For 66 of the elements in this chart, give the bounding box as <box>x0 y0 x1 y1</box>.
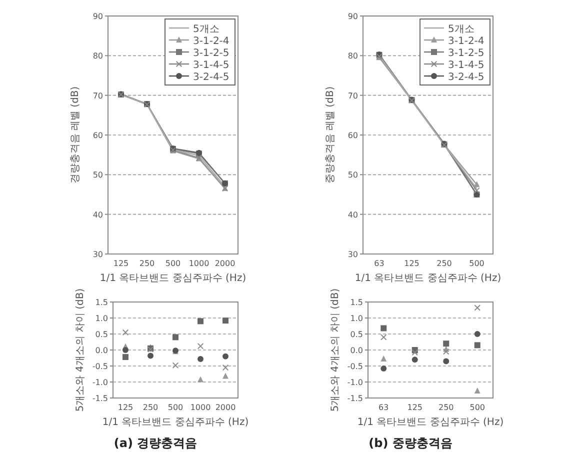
y-axis-title: 5개소와 4개소의 차이 (dB) <box>330 288 341 412</box>
y-tick-label: 50 <box>92 170 103 180</box>
y-tick-label: 0.0 <box>95 346 108 355</box>
x-tick-label: 500 <box>165 259 181 268</box>
x-tick-label: 2000 <box>215 403 236 412</box>
y-tick-label: 40 <box>92 210 103 220</box>
y-tick-label: 0.5 <box>95 330 108 339</box>
x-tick-label: 500 <box>168 403 184 412</box>
y-tick-label: 80 <box>92 52 103 61</box>
y-tick-label: 70 <box>92 91 103 100</box>
y-tick-label: 90 <box>348 12 358 21</box>
x-tick-label: 63 <box>378 403 389 412</box>
x-tick-label: 1000 <box>188 259 210 268</box>
y-tick-label: 90 <box>92 12 103 21</box>
x-axis-title: 1/1 옥타브밴드 중심주파수 (Hz) <box>102 417 249 428</box>
x-axis-title: 1/1 옥타브밴드 중심주파수 (Hz) <box>100 273 246 284</box>
y-tick-label: 40 <box>348 210 358 220</box>
x-tick-label: 250 <box>438 403 454 412</box>
text: (b) 중량충격음 <box>368 436 452 450</box>
x-tick-label: 125 <box>118 403 134 412</box>
legend-label: 3-1-4-5 <box>448 60 484 71</box>
y-tick-label: 1.0 <box>95 314 108 323</box>
y-axis-title: 5개소와 4개소의 차이 (dB) <box>75 288 86 412</box>
legend-label: 3-1-2-5 <box>448 48 484 59</box>
y-tick-label: 70 <box>348 91 358 100</box>
x-tick-label: 500 <box>470 403 486 412</box>
y-tick-label: -1.0 <box>92 378 108 387</box>
legend-label: 3-1-2-4 <box>193 36 230 47</box>
y-tick-label: 60 <box>348 131 358 140</box>
legend-label: 3-1-2-4 <box>448 36 484 47</box>
text: (a) 경량충격음 <box>114 436 198 450</box>
legend-label: 3-1-2-5 <box>193 48 230 59</box>
y-tick-label: 0.0 <box>350 346 363 355</box>
y-axis-title: 경량충격음 레벨 (dB) <box>70 86 81 184</box>
y-tick-label: 0.5 <box>350 330 363 339</box>
y-tick-label: 50 <box>348 170 358 180</box>
y-tick-label: -0.5 <box>92 362 108 371</box>
x-tick-label: 2000 <box>214 259 236 268</box>
y-tick-label: 30 <box>92 250 103 259</box>
y-tick-label: 30 <box>348 250 358 259</box>
x-tick-label: 250 <box>436 259 452 268</box>
y-tick-label: 1.0 <box>350 314 363 323</box>
legend-label: 5개소 <box>448 24 474 35</box>
x-tick-label: 1000 <box>190 403 211 412</box>
y-tick-label: -0.5 <box>347 362 363 371</box>
x-axis-title: 1/1 옥타브밴드 중심주파수 (Hz) <box>354 273 502 284</box>
legend-label: 3-2-4-5 <box>193 72 230 83</box>
y-tick-label: 1.5 <box>350 298 363 307</box>
x-tick-label: 63 <box>374 259 384 268</box>
x-tick-label: 250 <box>139 259 155 268</box>
y-tick-label: 80 <box>348 52 358 61</box>
y-axis-title: 중량충격음 레벨 (dB) <box>325 86 336 184</box>
x-tick-label: 125 <box>113 259 129 268</box>
x-tick-label: 125 <box>404 259 420 268</box>
x-tick-label: 125 <box>407 403 423 412</box>
legend-label: 3-2-4-5 <box>448 72 484 83</box>
x-axis-title: 1/1 옥타브밴드 중심주파수 (Hz) <box>357 417 504 428</box>
legend-label: 5개소 <box>193 24 220 35</box>
y-tick-label: -1.5 <box>347 394 363 403</box>
legend-label: 3-1-4-5 <box>193 60 230 71</box>
y-tick-label: 1.5 <box>95 298 108 307</box>
x-tick-label: 250 <box>142 403 158 412</box>
y-tick-label: 60 <box>92 131 103 140</box>
x-tick-label: 500 <box>469 259 484 268</box>
y-tick-label: -1.5 <box>92 394 108 403</box>
y-tick-label: -1.0 <box>347 378 363 387</box>
